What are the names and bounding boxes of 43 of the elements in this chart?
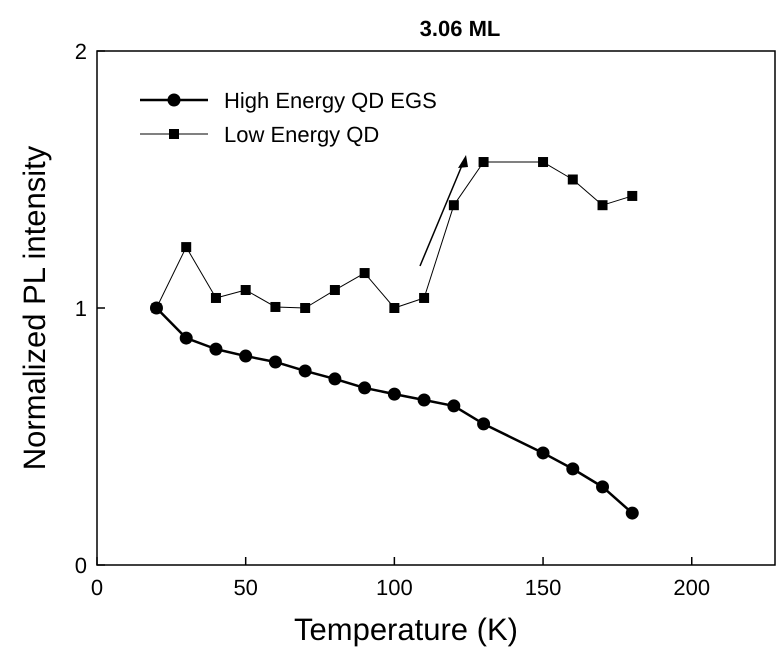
- point: [418, 394, 431, 407]
- point: [270, 302, 280, 312]
- point: [447, 399, 460, 412]
- point: [330, 285, 340, 296]
- chart-title: 3.06 ML: [420, 16, 500, 41]
- point: [388, 388, 401, 401]
- point: [598, 200, 608, 210]
- y-axis-title: Normalized PL intensity: [17, 145, 52, 470]
- legend-label: High Energy QD EGS: [224, 88, 437, 113]
- x-tick-label: 100: [376, 575, 413, 600]
- point: [210, 292, 221, 303]
- point: [478, 157, 489, 168]
- x-tick-label: 200: [673, 575, 710, 600]
- legend-label: Low Energy QD: [224, 122, 380, 147]
- x-tick-label: 0: [90, 575, 104, 600]
- y-tick-label: 1: [74, 296, 87, 321]
- point: [298, 364, 312, 378]
- point: [568, 174, 578, 184]
- point: [328, 372, 342, 386]
- point: [596, 480, 610, 494]
- point: [240, 285, 251, 296]
- point: [360, 268, 370, 278]
- point: [626, 506, 639, 520]
- y-tick-label: 2: [74, 39, 87, 64]
- point: [268, 355, 282, 368]
- point: [209, 342, 222, 356]
- point: [300, 303, 310, 313]
- point: [389, 303, 400, 313]
- point: [448, 200, 459, 210]
- point: [536, 446, 550, 460]
- point: [181, 242, 192, 252]
- point: [566, 462, 580, 476]
- x-tick-label: 150: [524, 575, 562, 600]
- point: [180, 332, 193, 345]
- y-tick-label: 0: [74, 553, 87, 578]
- point: [538, 157, 548, 168]
- point: [477, 417, 490, 430]
- x-axis-title: Temperature (K): [294, 612, 518, 647]
- x-tick-label: 50: [233, 575, 258, 600]
- point: [239, 350, 252, 363]
- point: [358, 381, 372, 394]
- point: [627, 190, 638, 201]
- point: [419, 292, 430, 303]
